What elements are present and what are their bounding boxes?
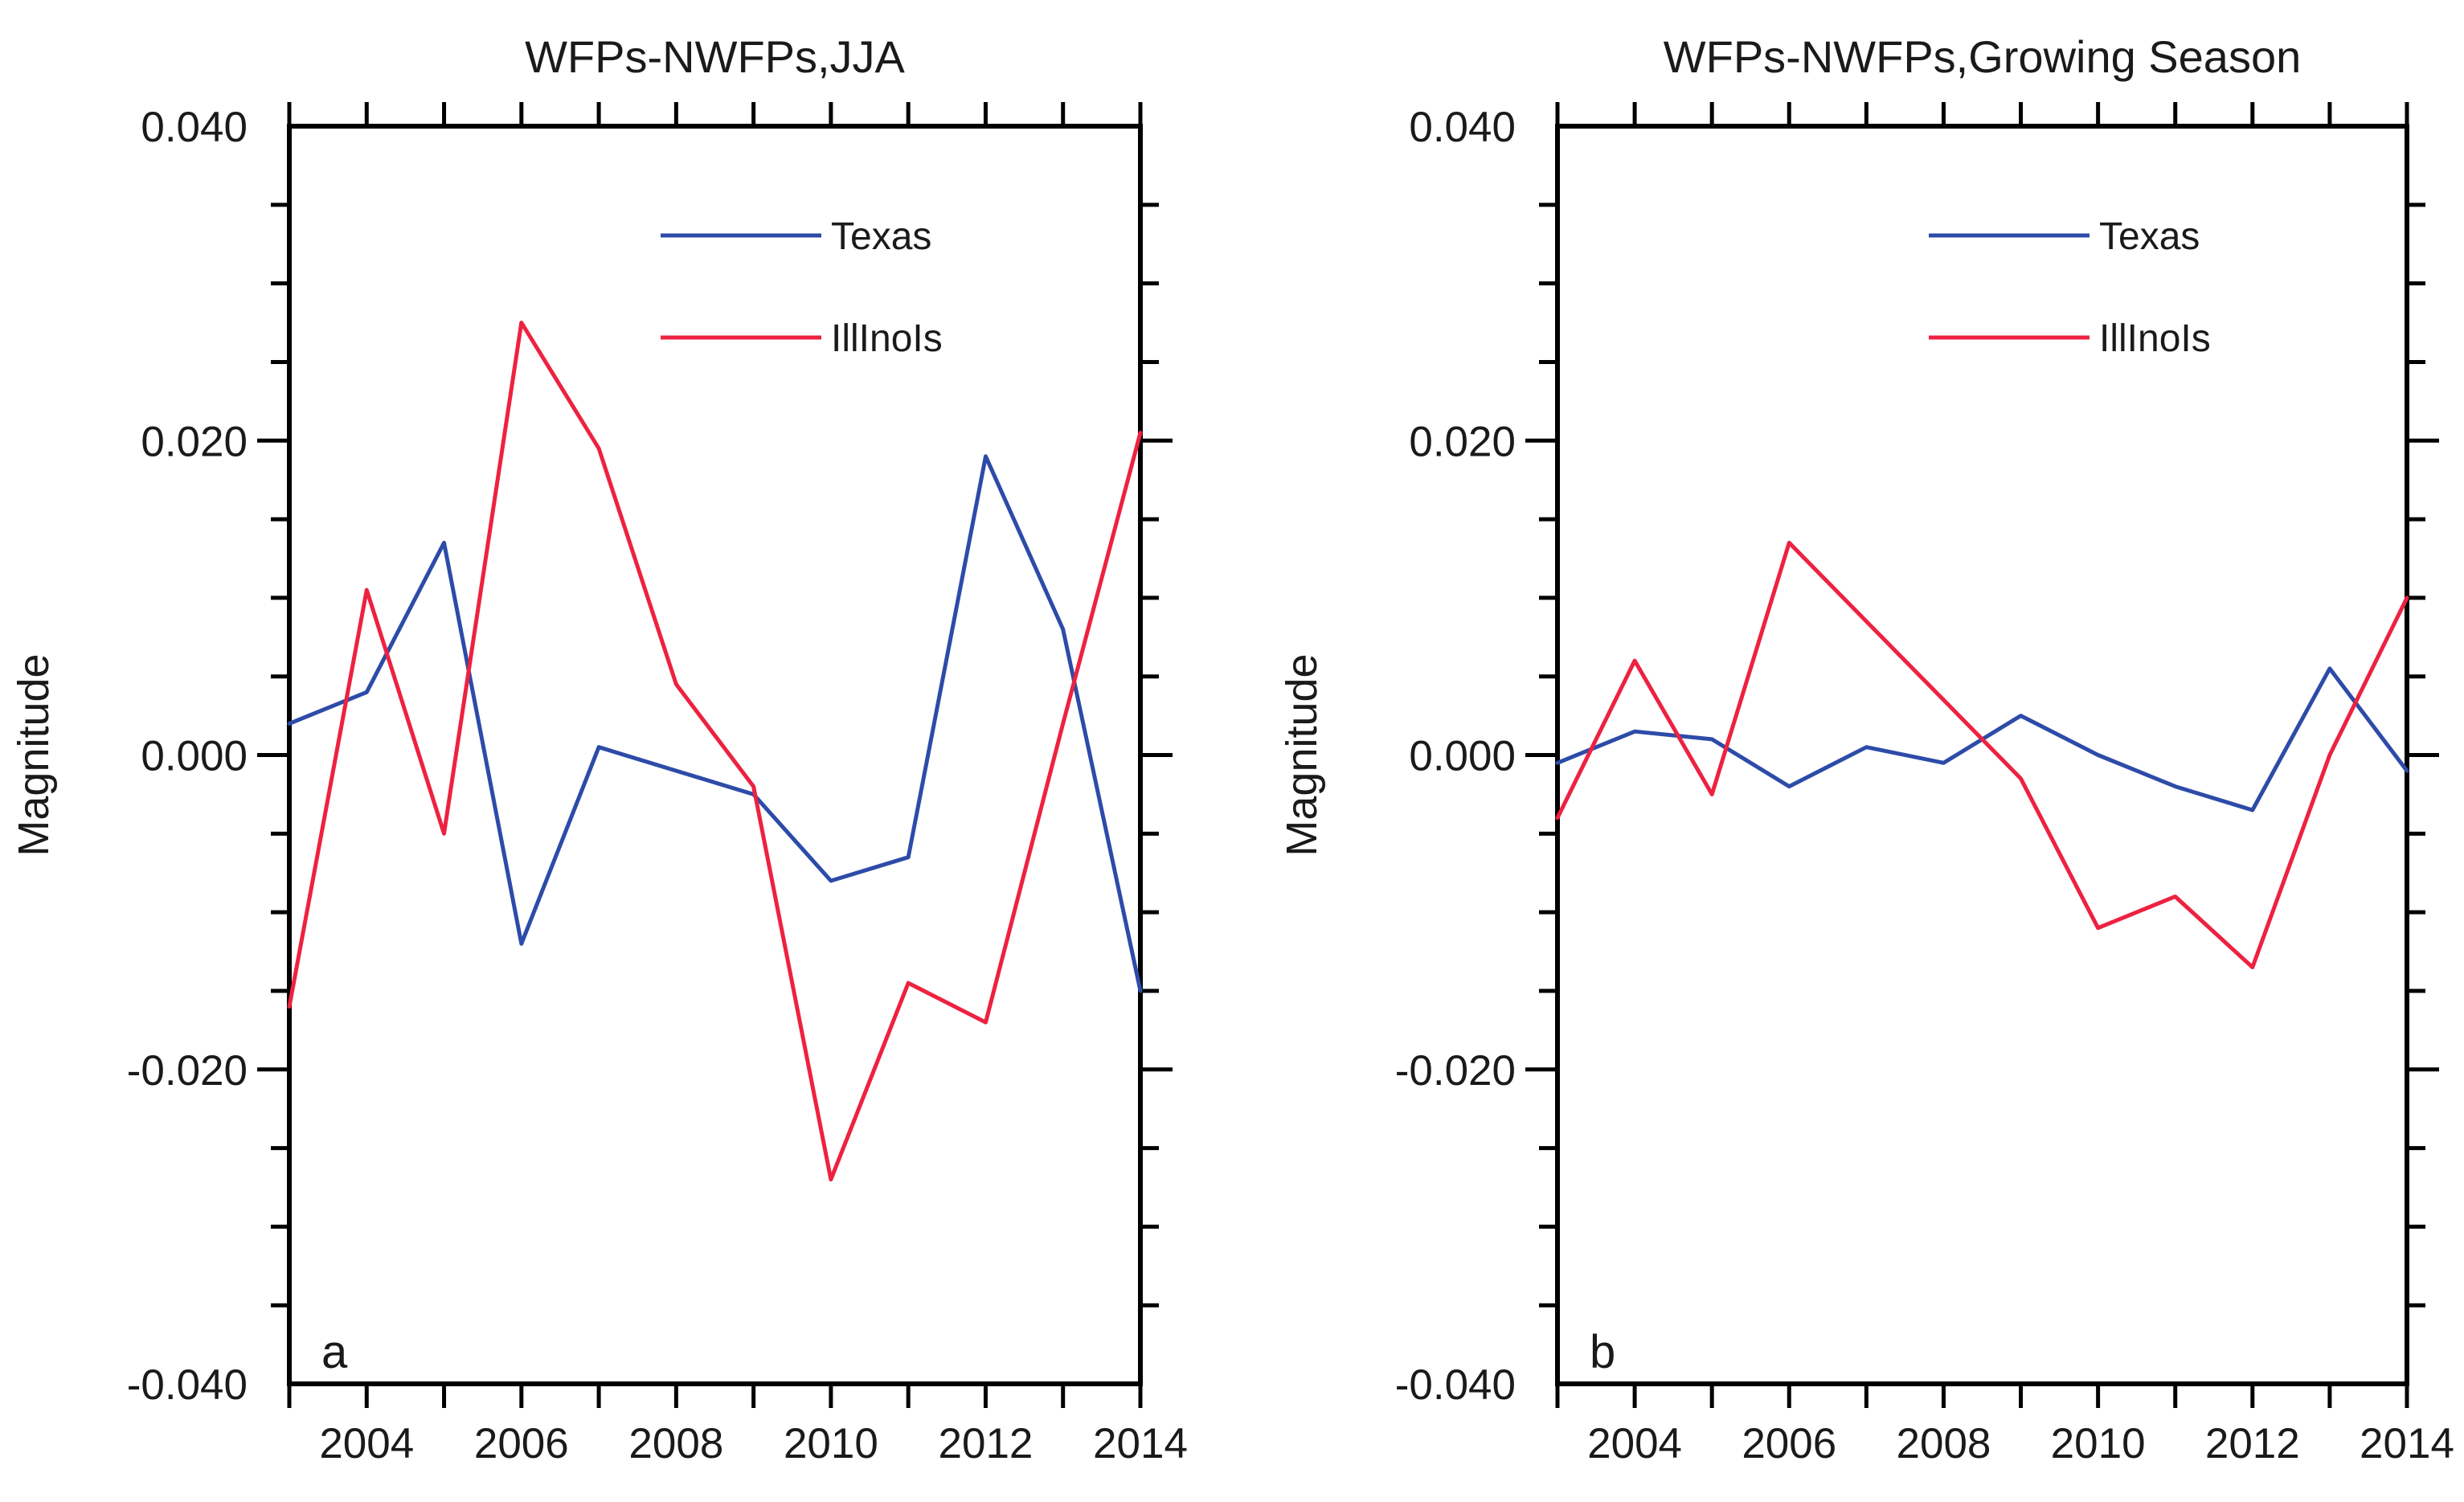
y-tick-label: -0.040 <box>1395 1361 1516 1409</box>
panel-b-growing-season-chart: 0.040 0.020 0.000 -0.020 -0.040 2004 2006 2008 2… <box>1278 31 2454 1467</box>
x-tick-label: 2004 <box>319 1420 414 1467</box>
x-tick-label: 2012 <box>2205 1420 2300 1467</box>
chart-title: WFPs-NWFPs,JJA <box>525 31 905 82</box>
x-tick-label: 2008 <box>1897 1420 1991 1467</box>
x-tick-label: 2008 <box>628 1420 723 1467</box>
y-tick-label: -0.020 <box>1395 1047 1516 1095</box>
y-tick-label: -0.020 <box>127 1047 248 1095</box>
series-line-texas <box>287 454 1143 993</box>
x-tick-label: 2006 <box>1742 1420 1836 1467</box>
plot-border <box>1555 124 2409 1386</box>
x-tick-label: 2010 <box>784 1420 878 1467</box>
y-tick-label: 0.000 <box>141 733 248 780</box>
legend-label: IllInoIs <box>831 317 943 360</box>
x-tick-label: 2014 <box>1093 1420 1188 1467</box>
y-tick-label: 0.020 <box>1409 418 1516 465</box>
series-line-illinois <box>287 321 1143 1182</box>
series-line-illinois <box>1555 540 2409 970</box>
x-tick-label: 2004 <box>1587 1420 1682 1467</box>
y-tick-label: 0.040 <box>141 104 248 151</box>
panel-a-jja-chart: 0.040 0.020 0.000 -0.020 -0.040 2004 2006 2008 2… <box>10 31 1188 1467</box>
y-tick-label: 0.000 <box>1409 733 1516 780</box>
y-tick-label: 0.040 <box>1409 104 1516 151</box>
x-tick-label: 2010 <box>2051 1420 2146 1467</box>
y-axis-label: Magnitude <box>10 653 58 856</box>
y-tick-label: 0.020 <box>141 418 248 465</box>
y-axis-label: Magnitude <box>1278 653 1326 856</box>
x-tick-label: 2012 <box>939 1420 1033 1467</box>
x-tick-label: 2006 <box>474 1420 569 1467</box>
legend-label: IllInoIs <box>2099 317 2211 360</box>
panel-letter: a <box>321 1326 348 1378</box>
chart-title: WFPs-NWFPs,Growing Season <box>1664 31 2302 82</box>
legend-label: Texas <box>831 215 931 258</box>
panel-letter: b <box>1590 1326 1615 1378</box>
y-tick-label: -0.040 <box>127 1361 248 1409</box>
x-tick-label: 2014 <box>2360 1420 2454 1467</box>
legend-label: Texas <box>2099 215 2200 258</box>
